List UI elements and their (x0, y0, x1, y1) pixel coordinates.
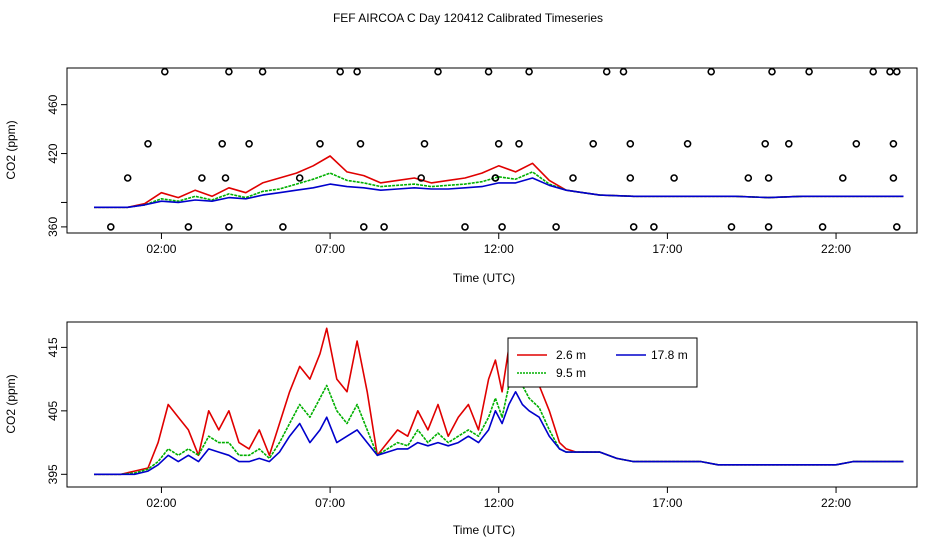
calibration-point (494, 140, 503, 148)
calibration-point (727, 223, 736, 231)
calibration-point (316, 140, 324, 148)
calibration-point (461, 223, 469, 231)
top-y-axis-label: CO2 (ppm) (4, 120, 18, 179)
calibration-point (184, 223, 193, 231)
calibration-point (225, 67, 233, 76)
calibration-point (768, 67, 776, 76)
top-x-tick-label: 22:00 (821, 242, 851, 256)
bottom-x-tick-label: 12:00 (484, 496, 514, 510)
calibration-point (417, 174, 426, 182)
top-y-tick-label: 360 (46, 217, 60, 237)
bottom-panel-frame (66, 321, 918, 488)
calibration-point (359, 223, 368, 231)
calibration-point (353, 67, 361, 76)
top-x-tick-label: 07:00 (315, 242, 345, 256)
calibration-point (886, 67, 894, 76)
legend-label-9-5m: 9.5 m (556, 366, 586, 380)
calibration-point (107, 223, 115, 231)
top-series-2-6-m-line (94, 155, 904, 209)
legend-box (507, 337, 698, 388)
top-x-axis-label: Time (UTC) (453, 271, 515, 285)
legend-label-17-8m: 17.8 m (651, 348, 688, 362)
calibration-point (552, 223, 560, 231)
bottom-x-tick-label: 17:00 (652, 496, 682, 510)
calibration-point (626, 140, 635, 148)
calibration-point (670, 174, 678, 182)
calibration-point (420, 140, 429, 148)
calibration-point (889, 140, 898, 148)
top-panel: 02:00 07:00 12:00 17:00 22:00 360 420 460 Time … (4, 67, 918, 285)
calibration-point (161, 67, 169, 76)
calibration-point (484, 67, 493, 76)
top-x-tick-label: 17:00 (652, 242, 682, 256)
calibration-point (498, 223, 506, 231)
top-series-17-8-m-line (94, 177, 904, 209)
calibration-point (218, 140, 226, 148)
calibration-point (245, 140, 253, 148)
calibration-point (221, 174, 230, 182)
calibration-point (225, 223, 233, 231)
top-panel-frame (66, 67, 918, 234)
bottom-panel: 02:00 07:00 12:00 17:00 22:00 395 405 415 Time … (4, 321, 918, 537)
bottom-x-tick-label: 02:00 (146, 496, 176, 510)
calibration-point (761, 140, 770, 148)
calibration-point (279, 223, 287, 231)
calibration-point (852, 140, 861, 148)
calibration-point (869, 67, 878, 76)
calibration-point (626, 174, 635, 182)
calibration-point (764, 174, 773, 182)
calibration-point (619, 67, 628, 76)
calibration-point (198, 174, 206, 182)
calibration-point (838, 174, 847, 182)
calibration-point (434, 67, 442, 76)
calibration-point (515, 140, 523, 148)
calibration-point (892, 223, 901, 231)
calibration-point (589, 140, 598, 148)
calibration-point (744, 174, 753, 182)
calibration-point (818, 223, 827, 231)
bottom-y-tick-label: 415 (46, 337, 60, 357)
calibration-point (683, 140, 692, 148)
calibration-point (380, 223, 388, 231)
top-y-tick-label: 460 (46, 94, 60, 114)
bottom-x-axis-label: Time (UTC) (453, 523, 515, 537)
top-x-tick-label: 02:00 (146, 242, 176, 256)
legend: 2.6 m 9.5 m 17.8 m (507, 337, 698, 388)
calibration-point (525, 67, 533, 76)
top-y-tick-label: 420 (46, 143, 60, 163)
top-x-tick-label: 12:00 (484, 242, 514, 256)
bottom-series-9-5-m-line (94, 378, 904, 476)
calibration-point (805, 67, 813, 76)
bottom-y-tick-label: 405 (46, 401, 60, 421)
calibration-point (650, 223, 658, 231)
calibration-point (764, 223, 773, 231)
calibration-point (629, 223, 638, 231)
bottom-y-axis-label: CO2 (ppm) (4, 374, 18, 433)
calibration-point (258, 67, 267, 76)
calibration-point (892, 67, 901, 76)
calibration-point (889, 174, 898, 182)
calibration-point (784, 140, 793, 148)
bottom-y-tick-label: 395 (46, 464, 60, 484)
calibration-point (336, 67, 345, 76)
calibration-point (707, 67, 716, 76)
legend-label-2-6m: 2.6 m (556, 348, 586, 362)
calibration-point (569, 174, 577, 182)
calibration-point (123, 174, 132, 182)
bottom-x-tick-label: 22:00 (821, 496, 851, 510)
calibration-point (356, 140, 365, 148)
calibration-point (602, 67, 611, 76)
bottom-x-tick-label: 07:00 (315, 496, 345, 510)
calibration-point (491, 174, 500, 182)
calibration-point (295, 174, 304, 182)
calibration-point (144, 140, 152, 148)
bottom-series-17-8-m-line (94, 391, 904, 476)
figure-title: FEF AIRCOA C Day 120412 Calibrated Times… (333, 11, 603, 25)
bottom-series-2-6-m-line (94, 327, 904, 476)
